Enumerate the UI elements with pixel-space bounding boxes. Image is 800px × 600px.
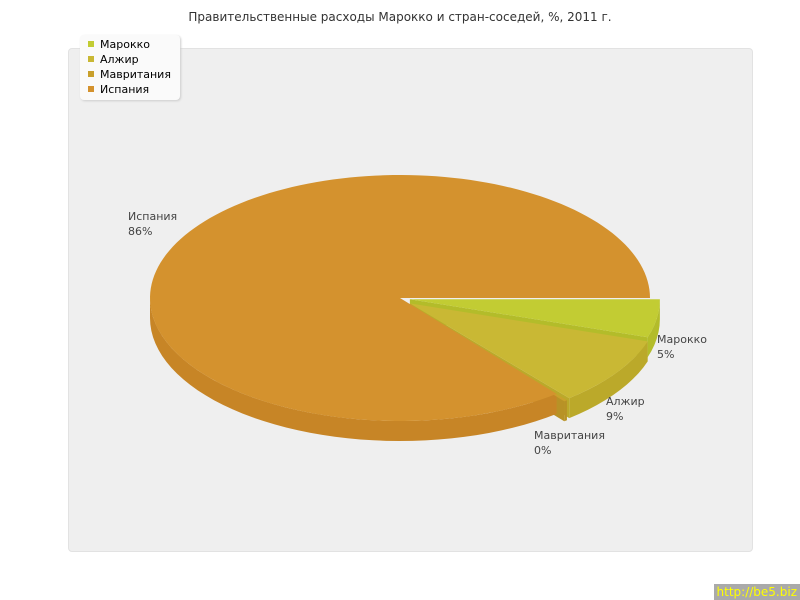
legend-swatch xyxy=(88,56,94,62)
data-label-category: Мавритания xyxy=(534,429,605,442)
legend-swatch xyxy=(88,86,94,92)
data-label-category: Марокко xyxy=(657,333,707,346)
legend-swatch xyxy=(88,41,94,47)
data-label-value: 86% xyxy=(128,225,152,238)
pie-slice-0[interactable] xyxy=(409,299,660,338)
pie-slice-3[interactable] xyxy=(150,175,650,421)
data-label-value: 0% xyxy=(534,444,551,457)
data-label-value: 5% xyxy=(657,348,674,361)
legend-label: Испания xyxy=(100,83,150,96)
legend-label: Алжир xyxy=(100,53,139,66)
legend: Марокко Алжир Мавритания Испания xyxy=(80,35,180,100)
legend-label: Марокко xyxy=(100,38,150,51)
pie-slice-1[interactable] xyxy=(409,303,648,399)
legend-item[interactable]: Испания xyxy=(80,82,180,97)
data-label-value: 9% xyxy=(606,410,623,423)
legend-label: Мавритания xyxy=(100,68,171,81)
legend-item[interactable]: Мавритания xyxy=(80,67,180,82)
legend-item[interactable]: Марокко xyxy=(80,37,180,52)
pie-slice-side xyxy=(647,299,660,358)
legend-swatch xyxy=(88,71,94,77)
data-label-category: Испания xyxy=(128,210,177,223)
pie-slice-side xyxy=(150,298,557,441)
legend-item[interactable]: Алжир xyxy=(80,52,180,67)
credit-link[interactable]: http://be5.biz xyxy=(713,584,800,600)
pie-slice-side xyxy=(564,400,567,422)
pie-slice-side xyxy=(569,341,648,419)
chart-title: Правительственные расходы Марокко и стра… xyxy=(188,10,612,24)
data-label-category: Алжир xyxy=(606,395,645,408)
